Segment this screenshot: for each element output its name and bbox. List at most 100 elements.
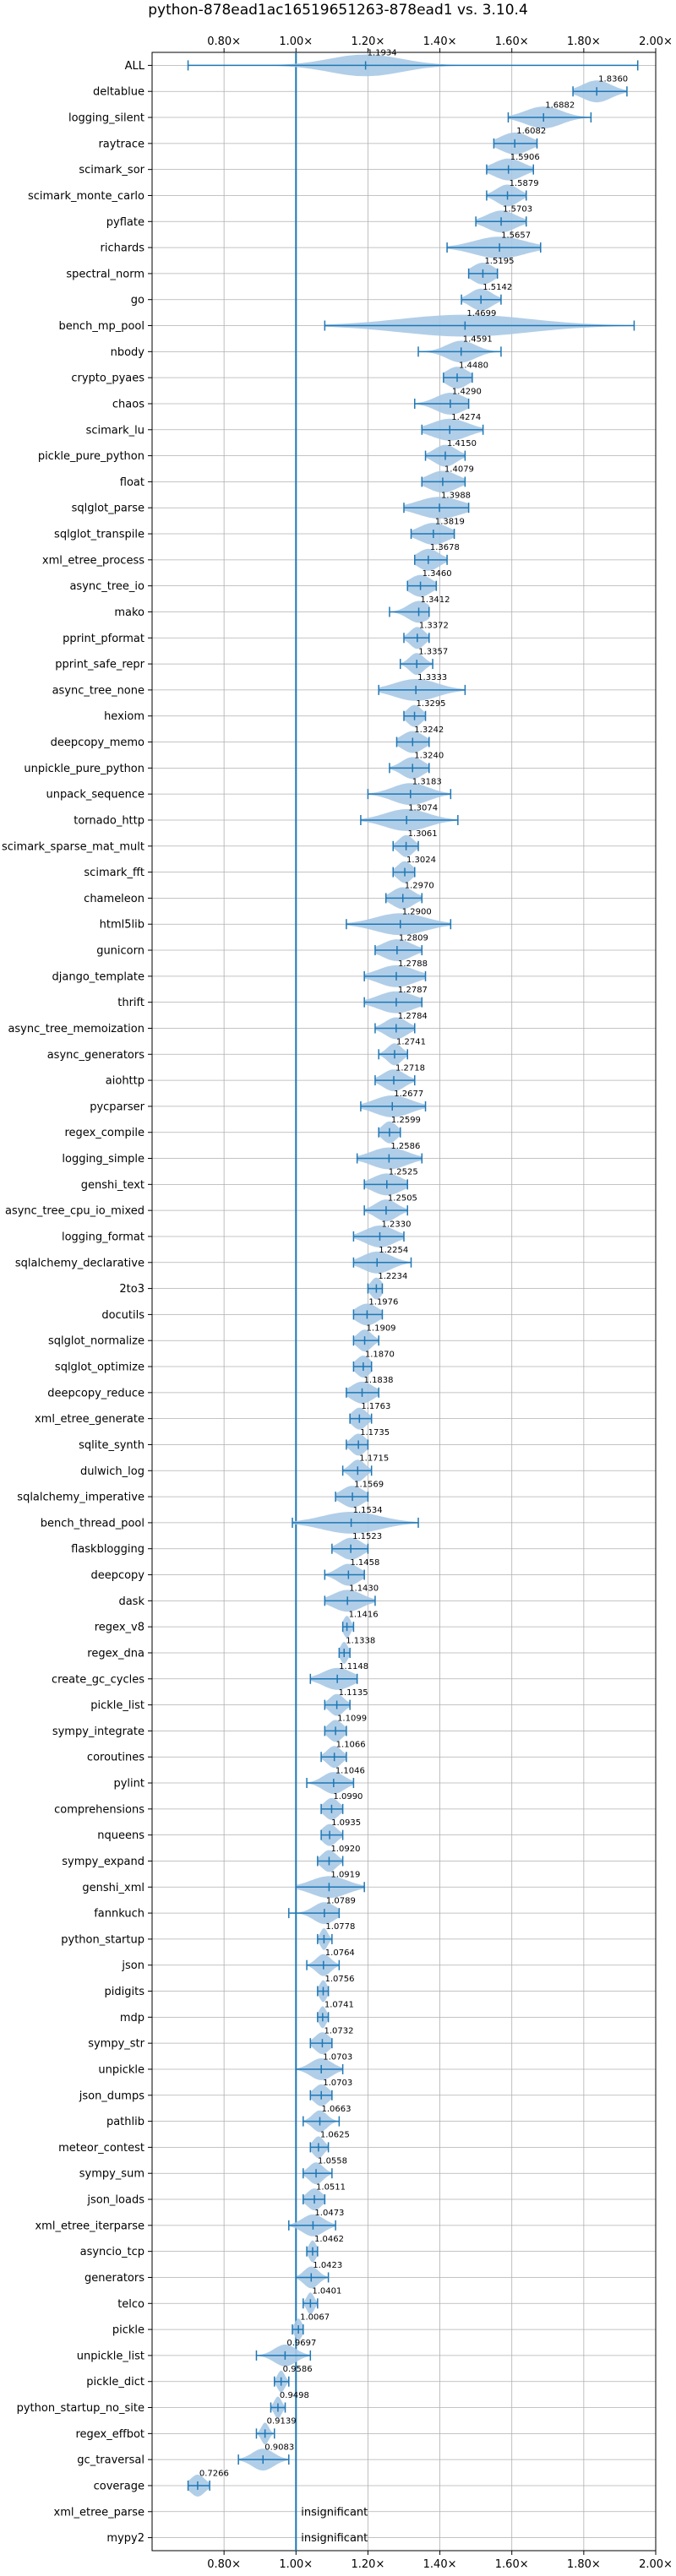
value-label: 1.5906 (510, 153, 540, 162)
value-label: 1.2234 (378, 1272, 407, 1281)
value-label: 1.1838 (364, 1376, 394, 1385)
value-label: 1.8360 (598, 75, 628, 84)
benchmark-label: pprint_pformat (63, 633, 144, 645)
chart-title: python-878ead1ac16519651263-878ead1 vs. … (148, 2, 528, 19)
value-label: 1.2599 (391, 1116, 421, 1125)
benchmark-label: async_tree_none (52, 684, 144, 697)
benchmark-label: python_startup_no_site (17, 2402, 144, 2415)
benchmark-label: float (120, 476, 144, 489)
value-label: 1.2525 (389, 1168, 418, 1177)
value-label: 1.4591 (463, 335, 493, 345)
value-label: 1.0423 (313, 2261, 342, 2270)
benchmark-label: sympy_str (88, 2038, 144, 2051)
value-label: 1.0778 (325, 1922, 355, 1932)
benchmark-label: pprint_safe_repr (55, 659, 144, 671)
value-label: 1.2809 (399, 933, 428, 943)
benchmark-label: nbody (111, 346, 145, 359)
benchmark-label: comprehensions (54, 1803, 144, 1816)
value-label: 1.0935 (331, 1818, 361, 1828)
benchmark-label: docutils (101, 1309, 144, 1322)
x-tick-label-top: 0.80× (207, 35, 241, 48)
benchmark-label: pickle_dict (86, 2376, 144, 2389)
benchmark-label: pidigits (105, 1986, 145, 1998)
value-label: 1.3061 (408, 829, 438, 839)
benchmark-label: async_tree_memoization (8, 1023, 144, 1035)
value-label: 1.3412 (421, 595, 450, 605)
benchmark-label: create_gc_cycles (52, 1673, 144, 1686)
benchmark-label: scimark_sor (79, 164, 144, 177)
x-tick-label-bottom: 1.60× (495, 2558, 529, 2571)
benchmark-label: dask (118, 1595, 144, 1608)
benchmark-label: json (121, 1959, 144, 1972)
value-label: 1.0756 (324, 1975, 354, 1984)
value-label: 1.0789 (326, 1896, 356, 1905)
benchmark-label: 2to3 (119, 1283, 144, 1296)
insignificant-label: insignificant (301, 2506, 368, 2519)
value-label: 1.1763 (361, 1402, 390, 1411)
benchmark-label: regex_v8 (95, 1622, 144, 1634)
benchmark-label: pyflate (106, 216, 144, 229)
value-label: 1.1569 (354, 1480, 384, 1489)
value-label: 1.1934 (368, 49, 397, 58)
insignificant-label: insignificant (301, 2532, 368, 2545)
benchmark-label: regex_compile (64, 1127, 144, 1139)
value-label: 1.1976 (368, 1298, 398, 1307)
value-label: 1.2741 (396, 1038, 426, 1047)
benchmark-label: telco (117, 2298, 144, 2311)
value-label: 1.0764 (325, 1948, 355, 1958)
value-label: 1.3460 (422, 569, 452, 579)
benchmark-label: coverage (94, 2480, 144, 2492)
value-label: 1.3074 (408, 803, 438, 812)
benchmark-label: sympy_sum (79, 2168, 144, 2181)
value-label: 1.3242 (414, 726, 444, 735)
value-label: 1.1430 (349, 1584, 379, 1594)
benchmark-label: go (131, 294, 144, 307)
benchmark-label: thrift (117, 997, 144, 1009)
value-label: 1.2718 (395, 1063, 425, 1073)
benchmark-label: scimark_monte_carlo (28, 190, 144, 203)
benchmark-label: mypy2 (106, 2532, 144, 2545)
benchmark-label: chameleon (84, 893, 144, 905)
value-label: 0.9139 (267, 2417, 297, 2427)
value-label: 1.1135 (339, 1688, 368, 1698)
benchmark-label: async_generators (47, 1049, 145, 1062)
value-label: 1.1715 (359, 1454, 389, 1464)
benchmark-label: sympy_expand (62, 1856, 144, 1868)
x-tick-label-bottom: 2.00× (639, 2558, 673, 2571)
benchmark-label: meteor_contest (58, 2142, 144, 2155)
value-label: 1.1416 (349, 1610, 379, 1619)
value-label: 1.1066 (336, 1741, 366, 1750)
value-label: 1.0741 (324, 2001, 354, 2010)
benchmark-label: gc_traversal (77, 2454, 144, 2467)
benchmark-label: generators (84, 2272, 144, 2285)
value-label: 1.3295 (417, 699, 446, 709)
value-label: 1.2505 (388, 1193, 417, 1203)
value-label: 0.9586 (283, 2365, 313, 2374)
value-label: 1.0663 (322, 2105, 352, 2114)
value-label: 1.0990 (333, 1792, 363, 1802)
benchmark-label: regex_dna (87, 1647, 144, 1660)
value-label: 0.9697 (286, 2339, 316, 2348)
benchmark-label: deepcopy_memo (51, 736, 144, 749)
value-label: 1.0401 (312, 2287, 341, 2296)
benchmark-label: sqlalchemy_imperative (17, 1492, 144, 1504)
value-label: 1.5657 (501, 231, 531, 240)
benchmark-label: json_dumps (79, 2090, 144, 2102)
value-label: 1.1523 (352, 1532, 382, 1541)
plot-frame (151, 52, 657, 2552)
benchmark-label: logging_format (62, 1231, 144, 1243)
value-label: 1.1099 (337, 1715, 367, 1724)
benchmark-label: html5lib (100, 919, 144, 932)
benchmark-label: sqlglot_optimize (55, 1361, 144, 1374)
value-label: 1.1870 (365, 1350, 395, 1359)
value-label: 1.2900 (402, 908, 432, 917)
x-tick-label-bottom: 1.00× (279, 2558, 313, 2571)
value-label: 1.0473 (314, 2209, 344, 2218)
benchmark-label: sympy_integrate (52, 1725, 144, 1738)
value-label: 1.0703 (323, 2052, 352, 2062)
value-label: 1.4480 (459, 361, 488, 370)
value-label: 1.4079 (444, 465, 474, 475)
benchmark-label: genshi_text (81, 1179, 144, 1192)
value-label: 1.3183 (412, 777, 442, 786)
benchmark-label: pycparser (90, 1101, 144, 1113)
